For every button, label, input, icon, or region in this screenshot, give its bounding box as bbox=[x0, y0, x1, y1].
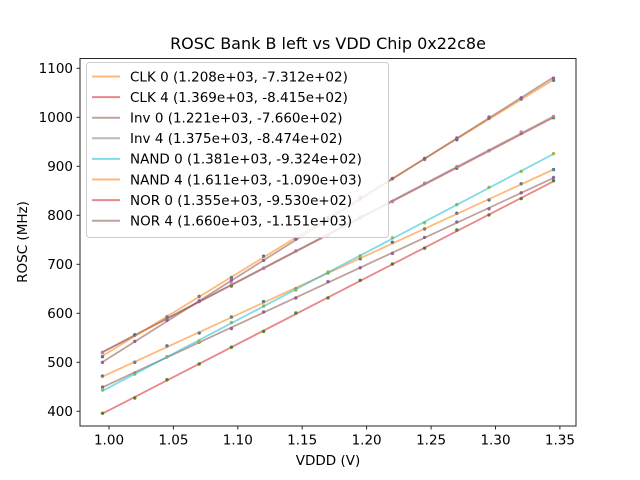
series-nand-0 bbox=[100, 151, 556, 392]
x-axis-label: VDDD (V) bbox=[296, 453, 360, 469]
legend-label-nor-4: NOR 4 (1.660e+03, -1.151e+03) bbox=[130, 214, 352, 230]
y-tick-label: 600 bbox=[47, 306, 73, 322]
legend-label-clk-0: CLK 0 (1.208e+03, -7.312e+02) bbox=[130, 69, 348, 85]
legend-item-nand-0: NAND 0 (1.381e+03, -9.324e+02) bbox=[92, 152, 362, 168]
y-tick-label: 1000 bbox=[39, 110, 73, 126]
legend-label-inv-4: Inv 4 (1.375e+03, -8.474e+02) bbox=[130, 131, 343, 147]
legend-item-inv-4: Inv 4 (1.375e+03, -8.474e+02) bbox=[92, 131, 343, 147]
axes-layer: 1.00 1.05 1.10 1.15 1.20 1.25 1.30 1.35 400 500 60… bbox=[39, 61, 575, 448]
legend-label-nand-0: NAND 0 (1.381e+03, -9.324e+02) bbox=[130, 152, 362, 168]
y-tick-label: 700 bbox=[47, 257, 73, 273]
fit-line-nor-0 bbox=[101, 180, 555, 415]
y-tick-label: 400 bbox=[47, 404, 73, 420]
y-axis-label: ROSC (MHz) bbox=[15, 201, 31, 283]
x-tick-label: 1.20 bbox=[352, 433, 382, 449]
x-tick-label: 1.30 bbox=[480, 433, 510, 449]
legend-item-nand-4: NAND 4 (1.611e+03, -1.090e+03) bbox=[92, 172, 362, 188]
legend-label-inv-0: Inv 0 (1.221e+03, -7.660e+02) bbox=[130, 111, 343, 127]
x-tick-label: 1.00 bbox=[94, 433, 124, 449]
plot-frame bbox=[79, 58, 577, 427]
legend: CLK 0 (1.208e+03, -7.312e+02) CLK 4 (1.36… bbox=[86, 62, 389, 238]
legend-label-nor-0: NOR 0 (1.355e+03, -9.530e+02) bbox=[130, 193, 352, 209]
legend-item-clk-4: CLK 4 (1.369e+03, -8.415e+02) bbox=[92, 90, 348, 106]
x-tick-label: 1.15 bbox=[287, 433, 317, 449]
legend-item-clk-0: CLK 0 (1.208e+03, -7.312e+02) bbox=[92, 69, 348, 85]
legend-label-clk-4: CLK 4 (1.369e+03, -8.415e+02) bbox=[130, 90, 348, 106]
legend-label-nand-4: NAND 4 (1.611e+03, -1.090e+03) bbox=[130, 172, 362, 188]
y-tick-label: 800 bbox=[47, 208, 73, 224]
y-tick-label: 500 bbox=[47, 355, 73, 371]
chart-title: ROSC Bank B left vs VDD Chip 0x22c8e bbox=[170, 34, 486, 53]
x-tick-label: 1.05 bbox=[158, 433, 188, 449]
y-tick-label: 1100 bbox=[39, 61, 73, 77]
legend-frame bbox=[86, 62, 389, 238]
legend-item-nor-4: NOR 4 (1.660e+03, -1.151e+03) bbox=[92, 214, 352, 230]
x-tick-label: 1.10 bbox=[223, 433, 253, 449]
legend-item-inv-0: Inv 0 (1.221e+03, -7.660e+02) bbox=[92, 111, 343, 127]
x-tick-label: 1.35 bbox=[545, 433, 575, 449]
series-nor-0 bbox=[100, 178, 556, 415]
x-tick-label: 1.25 bbox=[416, 433, 446, 449]
y-tick-label: 900 bbox=[47, 159, 73, 175]
series-layer bbox=[100, 76, 556, 415]
fit-line-nand-0 bbox=[101, 153, 555, 392]
legend-item-nor-0: NOR 0 (1.355e+03, -9.530e+02) bbox=[92, 193, 352, 209]
